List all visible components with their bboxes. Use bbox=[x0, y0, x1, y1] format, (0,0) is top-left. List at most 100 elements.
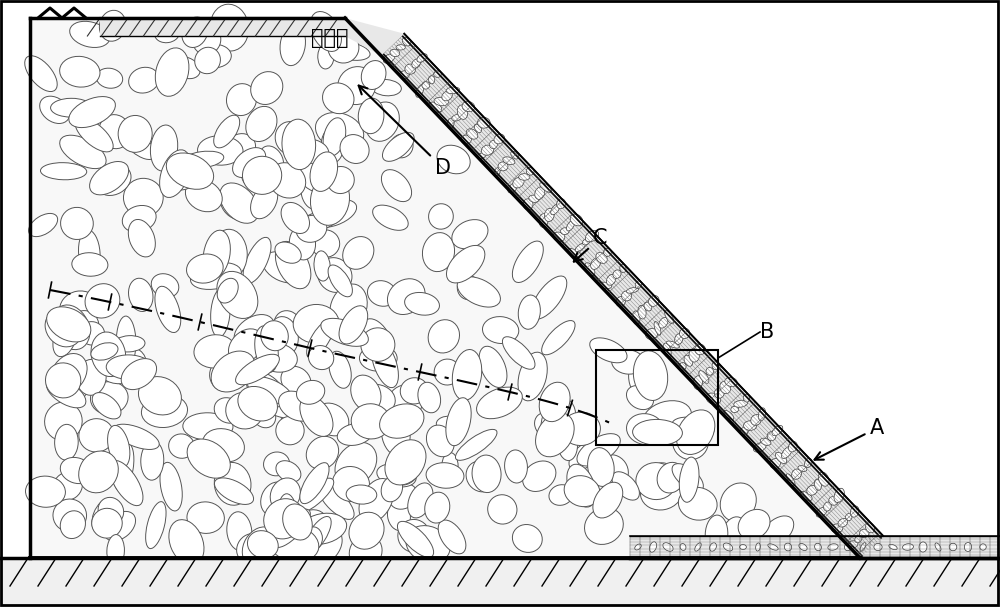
Ellipse shape bbox=[418, 382, 441, 413]
Ellipse shape bbox=[503, 157, 515, 164]
Ellipse shape bbox=[274, 311, 302, 341]
Ellipse shape bbox=[720, 483, 756, 521]
Ellipse shape bbox=[292, 478, 334, 514]
Ellipse shape bbox=[699, 371, 709, 383]
Ellipse shape bbox=[712, 362, 719, 370]
Ellipse shape bbox=[461, 135, 471, 144]
Ellipse shape bbox=[300, 463, 329, 504]
Ellipse shape bbox=[377, 464, 416, 487]
Ellipse shape bbox=[408, 483, 433, 518]
Ellipse shape bbox=[582, 239, 590, 245]
Ellipse shape bbox=[620, 265, 626, 273]
Ellipse shape bbox=[828, 544, 838, 550]
Ellipse shape bbox=[141, 395, 188, 427]
Ellipse shape bbox=[616, 296, 625, 307]
Ellipse shape bbox=[980, 544, 986, 550]
Ellipse shape bbox=[45, 310, 82, 347]
Ellipse shape bbox=[383, 54, 395, 63]
Ellipse shape bbox=[903, 544, 913, 550]
Ellipse shape bbox=[557, 198, 566, 209]
Ellipse shape bbox=[99, 10, 126, 41]
Polygon shape bbox=[381, 34, 883, 558]
Ellipse shape bbox=[438, 520, 466, 554]
Ellipse shape bbox=[236, 354, 279, 385]
Ellipse shape bbox=[477, 387, 522, 419]
Ellipse shape bbox=[76, 359, 106, 395]
Ellipse shape bbox=[349, 535, 382, 569]
Ellipse shape bbox=[128, 220, 155, 257]
Ellipse shape bbox=[428, 76, 435, 84]
Ellipse shape bbox=[784, 543, 792, 551]
Ellipse shape bbox=[426, 425, 454, 456]
Ellipse shape bbox=[309, 529, 342, 565]
Ellipse shape bbox=[834, 488, 844, 503]
Polygon shape bbox=[345, 18, 404, 56]
Ellipse shape bbox=[657, 463, 685, 493]
Ellipse shape bbox=[340, 135, 369, 163]
Ellipse shape bbox=[318, 42, 334, 69]
Ellipse shape bbox=[786, 473, 795, 486]
Ellipse shape bbox=[753, 443, 766, 452]
Ellipse shape bbox=[226, 392, 264, 429]
Ellipse shape bbox=[539, 382, 570, 422]
Ellipse shape bbox=[276, 461, 301, 482]
Ellipse shape bbox=[187, 254, 223, 283]
Ellipse shape bbox=[505, 450, 527, 483]
Ellipse shape bbox=[498, 162, 508, 171]
Ellipse shape bbox=[264, 499, 304, 539]
Ellipse shape bbox=[323, 118, 346, 156]
Ellipse shape bbox=[799, 543, 807, 551]
Ellipse shape bbox=[626, 288, 639, 293]
Ellipse shape bbox=[949, 543, 957, 551]
Ellipse shape bbox=[246, 106, 277, 141]
Ellipse shape bbox=[679, 457, 699, 502]
Ellipse shape bbox=[396, 45, 405, 50]
Ellipse shape bbox=[300, 396, 333, 436]
Ellipse shape bbox=[118, 115, 152, 152]
Ellipse shape bbox=[590, 338, 627, 363]
Ellipse shape bbox=[343, 237, 374, 270]
Ellipse shape bbox=[182, 17, 208, 47]
Ellipse shape bbox=[494, 168, 500, 176]
Ellipse shape bbox=[293, 305, 339, 344]
Ellipse shape bbox=[568, 248, 581, 257]
Ellipse shape bbox=[847, 541, 858, 548]
Ellipse shape bbox=[151, 274, 179, 297]
Ellipse shape bbox=[585, 263, 595, 276]
Ellipse shape bbox=[814, 480, 821, 490]
Ellipse shape bbox=[400, 378, 428, 404]
Ellipse shape bbox=[270, 478, 300, 512]
Ellipse shape bbox=[381, 169, 412, 202]
Ellipse shape bbox=[434, 71, 441, 77]
Ellipse shape bbox=[426, 463, 464, 488]
Ellipse shape bbox=[710, 543, 716, 551]
Ellipse shape bbox=[346, 485, 377, 504]
Ellipse shape bbox=[434, 359, 460, 385]
Ellipse shape bbox=[121, 359, 157, 390]
Ellipse shape bbox=[466, 129, 478, 139]
Ellipse shape bbox=[40, 96, 70, 123]
Ellipse shape bbox=[855, 535, 862, 543]
Ellipse shape bbox=[422, 232, 455, 271]
Ellipse shape bbox=[98, 349, 132, 380]
Ellipse shape bbox=[380, 404, 424, 438]
Ellipse shape bbox=[477, 117, 490, 128]
Ellipse shape bbox=[273, 509, 310, 548]
Ellipse shape bbox=[406, 526, 450, 563]
Ellipse shape bbox=[600, 455, 628, 485]
Ellipse shape bbox=[227, 134, 256, 160]
Ellipse shape bbox=[108, 426, 130, 467]
Ellipse shape bbox=[481, 145, 494, 155]
Ellipse shape bbox=[635, 281, 641, 288]
Ellipse shape bbox=[612, 350, 645, 374]
Ellipse shape bbox=[199, 140, 236, 161]
Ellipse shape bbox=[626, 385, 654, 410]
Ellipse shape bbox=[53, 319, 77, 357]
Ellipse shape bbox=[318, 484, 354, 520]
Ellipse shape bbox=[714, 388, 724, 398]
Ellipse shape bbox=[198, 44, 231, 68]
Ellipse shape bbox=[865, 523, 875, 533]
Ellipse shape bbox=[323, 83, 354, 114]
Ellipse shape bbox=[79, 419, 114, 452]
Ellipse shape bbox=[318, 257, 352, 293]
